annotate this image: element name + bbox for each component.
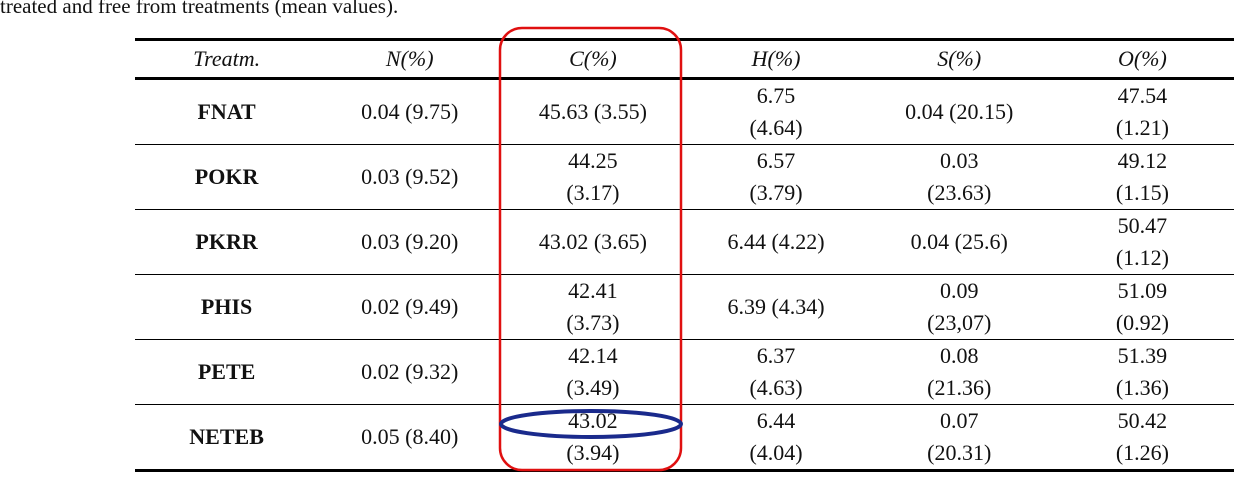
column-header: S(%) — [867, 38, 1051, 80]
table-cell: 6.57 (3.79) — [684, 144, 868, 210]
column-header: Treatm. — [135, 38, 319, 80]
table-cell: 0.03 (23.63) — [867, 144, 1051, 210]
table-cell: 0.02 (9.49) — [318, 274, 502, 340]
table-cell: 0.03 (9.52) — [318, 144, 502, 210]
row-label: PHIS — [135, 274, 319, 340]
table-body: FNAT 0.04 (9.75) 45.63 (3.55) 6.75 (4.64) 0.… — [135, 77, 1234, 472]
header-row: Treatm. N(%) C(%) H(%) S(%) O(%) — [135, 38, 1234, 80]
table-cell: 0.02 (9.32) — [318, 339, 502, 405]
table-cell: 0.05 (8.40) — [318, 404, 502, 472]
column-header: O(%) — [1050, 38, 1234, 80]
table-cell: 44.25 (3.17) — [501, 144, 685, 210]
table-row: FNAT 0.04 (9.75) 45.63 (3.55) 6.75 (4.64) 0.… — [135, 77, 1234, 145]
table-cell: 42.41 (3.73) — [501, 274, 685, 340]
table-cell: 6.75 (4.64) — [684, 77, 868, 145]
table-row: PHIS 0.02 (9.49) 42.41 (3.73) 6.39 (4.34) 0.… — [135, 274, 1234, 340]
table-cell: 42.14 (3.49) — [501, 339, 685, 405]
table-cell: 49.12 (1.15) — [1050, 144, 1234, 210]
table-cell: 51.09 (0.92) — [1050, 274, 1234, 340]
table-row: NETEB 0.05 (8.40) 43.02 (3.94) 6.44 (4.04) 0… — [135, 404, 1234, 472]
column-header: N(%) — [318, 38, 502, 80]
table-cell: 0.04 (20.15) — [867, 77, 1051, 145]
table-cell: 47.54 (1.21) — [1050, 77, 1234, 145]
table-row: PETE 0.02 (9.32) 42.14 (3.49) 6.37 (4.63) 0.… — [135, 339, 1234, 405]
table-cell: 50.42 (1.26) — [1050, 404, 1234, 472]
table-cell: 0.09 (23,07) — [867, 274, 1051, 340]
table-cell: 0.04 (25.6) — [867, 209, 1051, 275]
table-row: PKRR 0.03 (9.20) 43.02 (3.65) 6.44 (4.22) 0.… — [135, 209, 1234, 275]
row-label: FNAT — [135, 77, 319, 145]
table-cell: 6.44 (4.22) — [684, 209, 868, 275]
data-table: Treatm. N(%) C(%) H(%) S(%) O(%) FNAT 0.04 (9.… — [135, 38, 1234, 472]
row-label: PETE — [135, 339, 319, 405]
table-cell: 0.08 (21.36) — [867, 339, 1051, 405]
table-cell: 6.44 (4.04) — [684, 404, 868, 472]
table-cell: 0.07 (20.31) — [867, 404, 1051, 472]
table-cell: 6.39 (4.34) — [684, 274, 868, 340]
table-cell: 0.04 (9.75) — [318, 77, 502, 145]
row-label: NETEB — [135, 404, 319, 472]
table-cell: 50.47 (1.12) — [1050, 209, 1234, 275]
column-header: C(%) — [501, 38, 685, 80]
row-label: POKR — [135, 144, 319, 210]
table-cell: 0.03 (9.20) — [318, 209, 502, 275]
column-header: H(%) — [684, 38, 868, 80]
table-cell: 6.37 (4.63) — [684, 339, 868, 405]
table-cell: 51.39 (1.36) — [1050, 339, 1234, 405]
table-row: POKR 0.03 (9.52) 44.25 (3.17) 6.57 (3.79) 0.… — [135, 144, 1234, 210]
table-cell: 45.63 (3.55) — [501, 77, 685, 145]
table-cell: 43.02 (3.65) — [501, 209, 685, 275]
table-cell: 43.02 (3.94) — [501, 404, 685, 472]
caption: treated and free from treatments (mean v… — [0, 0, 399, 18]
row-label: PKRR — [135, 209, 319, 275]
